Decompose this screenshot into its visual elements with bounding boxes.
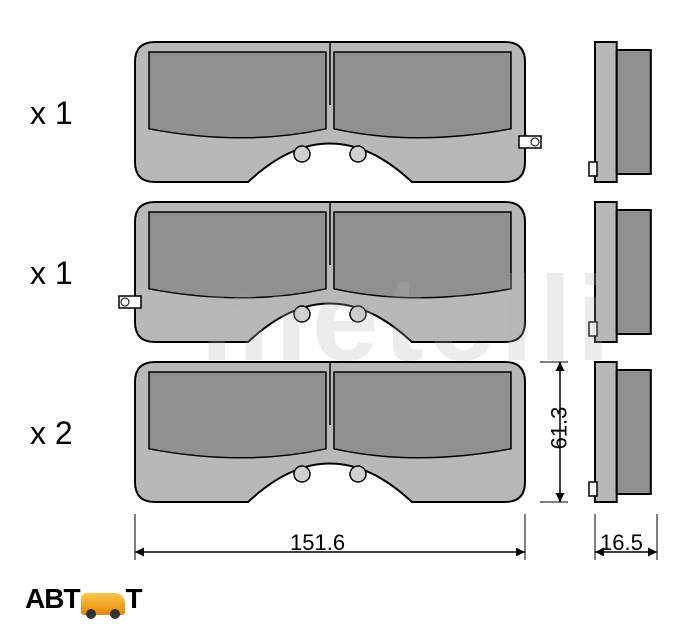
logo-suffix: T: [126, 583, 142, 614]
brake-pad-diagram: metelli x 1x 1x 2151.616.561.3 ABTT: [0, 0, 680, 630]
dim-thickness: 16.5: [600, 530, 643, 556]
dim-width: 151.6: [290, 530, 345, 556]
logo-car-icon: [81, 593, 125, 615]
site-logo: ABT T: [25, 583, 142, 615]
quantity-label-1: x 1: [30, 255, 73, 292]
dim-height: 61.3: [546, 407, 572, 450]
quantity-label-2: x 2: [30, 415, 73, 452]
quantity-label-0: x 1: [30, 95, 73, 132]
logo-prefix: ABT: [25, 583, 80, 614]
